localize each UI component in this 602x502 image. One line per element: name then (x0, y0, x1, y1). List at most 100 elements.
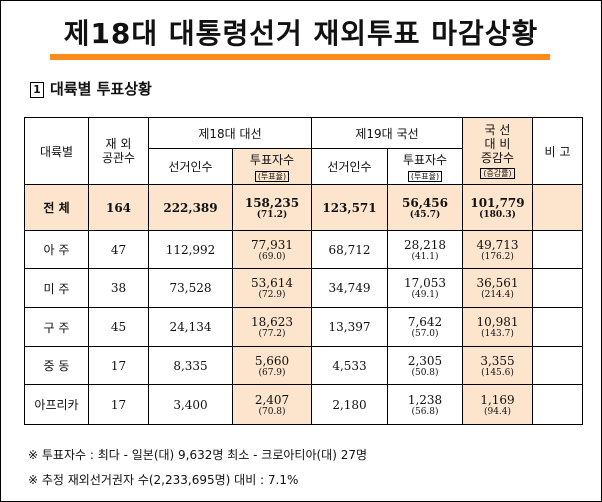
e19-votes-cell: 7,642 (57.0) (387, 307, 463, 347)
header-e18-votes: 투표자수 (투표율) (232, 148, 312, 185)
table-row-total: 전 체 164 222,389 158,235 (71.2) 123,571 56… (24, 184, 583, 231)
header-e19-votes-sub: (투표율) (407, 171, 443, 182)
e18-votes-value: 53,614 (251, 276, 293, 290)
table-row: 미 주 38 73,528 53,614 (72.9) 34,749 17,053… (24, 268, 583, 308)
diff-rate-value: (214.4) (481, 290, 514, 300)
missions-cell: 45 (88, 307, 149, 347)
e19-rate-value: (50.8) (411, 367, 439, 378)
e19-votes-cell: 28,218 (41.1) (387, 230, 463, 269)
section-label: 대륙별 투표상황 (50, 80, 152, 98)
e18-rate-value: (67.9) (258, 367, 286, 378)
remark-cell (532, 307, 583, 347)
diff-cell: 3,355 (145.6) (462, 346, 533, 385)
e18-votes-cell: 5,660 (67.9) (232, 346, 312, 385)
header-missions: 재 외 공관수 (88, 117, 149, 185)
region-cell: 구 주 (24, 307, 89, 347)
e19-votes-cell: 56,456 (45.7) (387, 184, 463, 231)
header-remark: 비 고 (532, 117, 583, 185)
e19-voters-cell: 2,180 (311, 384, 388, 425)
diff-value: 1,169 (480, 392, 515, 407)
header-diff: 국 선 대 비 증감수 (증감률) (462, 117, 533, 185)
diff-rate-value: (94.4) (483, 406, 512, 417)
region-cell: 중 동 (24, 346, 89, 385)
e19-voters-cell: 123,571 (311, 184, 388, 231)
e19-votes-value: 17,053 (404, 276, 446, 290)
e18-voters-cell: 3,400 (148, 384, 233, 425)
section-number-box: 1 (30, 82, 44, 98)
e18-votes-cell: 18,623 (77.2) (232, 307, 312, 347)
e18-voters-cell: 8,335 (148, 346, 233, 385)
footnote-ratio: ※ 추정 재외선거권자 수(2,233,695명) 대비 : 7.1% (28, 473, 299, 487)
e19-votes-value: 28,218 (404, 237, 446, 252)
missions-cell: 17 (88, 346, 149, 385)
e18-votes-cell: 158,235 (71.2) (232, 184, 312, 231)
table-row: 아프리카 17 3,400 2,407 (70.8) 2,180 1,238 (56… (24, 384, 583, 425)
e18-votes-value: 2,407 (254, 392, 290, 407)
missions-cell: 164 (88, 184, 149, 231)
e19-rate-value: (56.8) (411, 406, 439, 417)
e19-votes-value: 7,642 (407, 315, 443, 329)
remark-cell (532, 384, 583, 425)
diff-cell: 10,981 (143.7) (462, 307, 533, 347)
header-e19-votes: 투표자수 (투표율) (387, 148, 463, 185)
diff-value: 3,355 (480, 353, 515, 368)
e19-voters-cell: 13,397 (311, 307, 388, 347)
region-cell: 미 주 (24, 268, 89, 308)
missions-cell: 47 (88, 230, 149, 269)
header-e18-votes-label: 투표자수 (249, 153, 295, 167)
e18-votes-value: 18,623 (251, 315, 293, 329)
header-diff-line3: 증감수 (480, 151, 515, 165)
header-missions-line2: 공관수 (101, 151, 136, 165)
vote-status-table: 대륙별 재 외 공관수 제18대 대선 제19대 국선 국 선 대 비 증감수 … (24, 117, 583, 425)
region-cell: 아프리카 (24, 384, 89, 425)
diff-rate-value: (145.6) (481, 367, 514, 378)
e19-voters-cell: 4,533 (311, 346, 388, 385)
remark-cell (532, 230, 583, 269)
e18-votes-cell: 53,614 (72.9) (232, 268, 312, 308)
table-row: 중 동 17 8,335 5,660 (67.9) 4,533 2,305 (50.… (24, 346, 583, 385)
e19-votes-value: 1,238 (407, 392, 443, 407)
e19-rate-value: (49.1) (411, 290, 439, 300)
diff-value: 36,561 (476, 276, 519, 290)
diff-rate-value: (143.7) (481, 329, 514, 339)
footnote-most-least: ※ 투표자수 : 최다 - 일본(대) 9,632명 최소 - 크로아티아(대)… (28, 448, 368, 462)
e19-rate-value: (57.0) (411, 329, 439, 339)
diff-value: 10,981 (476, 315, 519, 329)
e18-rate-value: (77.2) (258, 329, 286, 339)
e18-voters-cell: 112,992 (148, 230, 233, 269)
e19-votes-cell: 17,053 (49.1) (387, 268, 463, 308)
e19-votes-value: 2,305 (407, 353, 443, 368)
diff-value: 49,713 (476, 237, 519, 252)
header-election-19: 제19대 국선 (311, 117, 463, 149)
diff-cell: 1,169 (94.4) (462, 384, 533, 425)
e18-votes-value: 77,931 (251, 237, 293, 252)
remark-cell (532, 268, 583, 308)
header-e18-voters: 선거인수 (148, 148, 233, 185)
diff-cell: 101,779 (180.3) (462, 184, 533, 231)
remark-cell (532, 184, 583, 231)
e19-rate-value: (45.7) (409, 209, 441, 220)
e18-votes-value: 5,660 (254, 353, 290, 368)
header-diff-sub: (증감률) (480, 168, 515, 179)
e18-votes-cell: 2,407 (70.8) (232, 384, 312, 425)
e18-voters-cell: 24,134 (148, 307, 233, 347)
e19-rate-value: (41.1) (411, 251, 439, 262)
diff-cell: 36,561 (214.4) (462, 268, 533, 308)
header-diff-line2: 대 비 (484, 137, 511, 151)
header-e18-votes-sub: (투표율) (254, 171, 290, 182)
e19-votes-value: 56,456 (402, 195, 448, 210)
e18-rate-value: (69.0) (258, 251, 286, 262)
e19-votes-cell: 1,238 (56.8) (387, 384, 463, 425)
header-diff-line1: 국 선 (484, 123, 511, 137)
missions-cell: 38 (88, 268, 149, 308)
missions-cell: 17 (88, 384, 149, 425)
e18-voters-cell: 222,389 (148, 184, 233, 231)
section-heading: 1 대륙별 투표상황 (30, 78, 152, 99)
page-title: 제18대 대통령선거 재외투표 마감상황 (63, 17, 539, 50)
header-e19-votes-label: 투표자수 (402, 153, 448, 167)
e19-votes-cell: 2,305 (50.8) (387, 346, 463, 385)
header-missions-line1: 재 외 (105, 137, 132, 151)
header-election-18: 제18대 대선 (148, 117, 312, 149)
diff-rate-value: (176.2) (481, 251, 514, 262)
e19-voters-cell: 34,749 (311, 268, 388, 308)
